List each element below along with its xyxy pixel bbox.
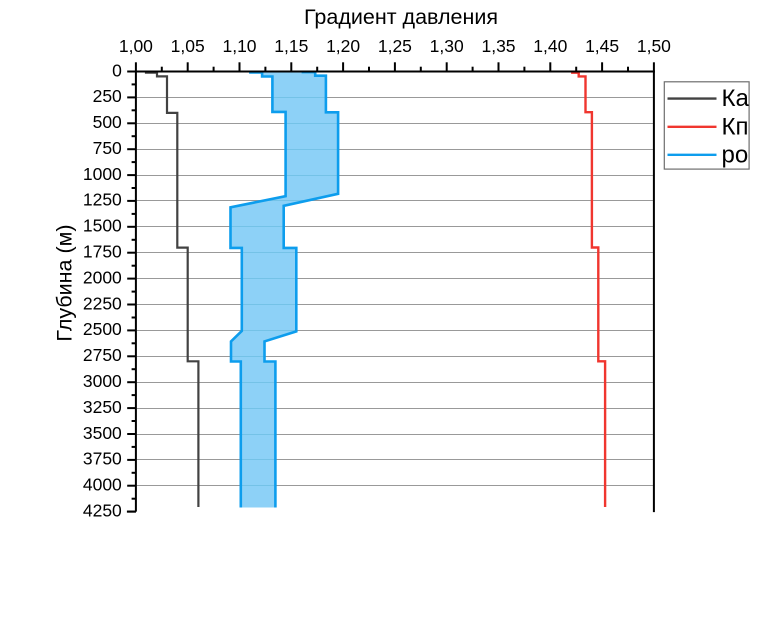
svg-text:1,05: 1,05 (171, 36, 205, 56)
svg-text:1,25: 1,25 (378, 36, 412, 56)
svg-text:Ка: Ка (722, 85, 750, 112)
svg-text:4000: 4000 (83, 475, 122, 495)
svg-text:1,40: 1,40 (533, 36, 567, 56)
svg-text:3250: 3250 (83, 397, 122, 417)
svg-text:2250: 2250 (83, 293, 122, 313)
svg-text:1,20: 1,20 (326, 36, 360, 56)
svg-text:Глубина (м): Глубина (м) (53, 224, 77, 341)
svg-text:250: 250 (93, 86, 122, 106)
svg-text:1,45: 1,45 (585, 36, 619, 56)
svg-text:1,35: 1,35 (481, 36, 515, 56)
svg-text:1,00: 1,00 (119, 36, 153, 56)
svg-text:1,30: 1,30 (430, 36, 464, 56)
svg-text:2500: 2500 (83, 319, 122, 339)
svg-text:1750: 1750 (83, 242, 122, 262)
svg-text:1500: 1500 (83, 216, 122, 236)
svg-text:4250: 4250 (83, 500, 122, 520)
svg-text:Градиент давления: Градиент давления (304, 5, 498, 29)
svg-text:3750: 3750 (83, 449, 122, 469)
svg-text:750: 750 (93, 138, 122, 158)
svg-text:3000: 3000 (83, 371, 122, 391)
svg-text:1,50: 1,50 (637, 36, 671, 56)
svg-text:1000: 1000 (83, 164, 122, 184)
svg-text:2000: 2000 (83, 267, 122, 287)
svg-text:ро: ро (722, 141, 749, 168)
svg-text:Кп: Кп (722, 113, 749, 140)
svg-text:1,15: 1,15 (274, 36, 308, 56)
svg-text:3500: 3500 (83, 423, 122, 443)
svg-text:0: 0 (112, 60, 122, 80)
svg-text:1,10: 1,10 (222, 36, 256, 56)
svg-text:500: 500 (93, 112, 122, 132)
svg-text:2750: 2750 (83, 345, 122, 365)
svg-text:1250: 1250 (83, 190, 122, 210)
